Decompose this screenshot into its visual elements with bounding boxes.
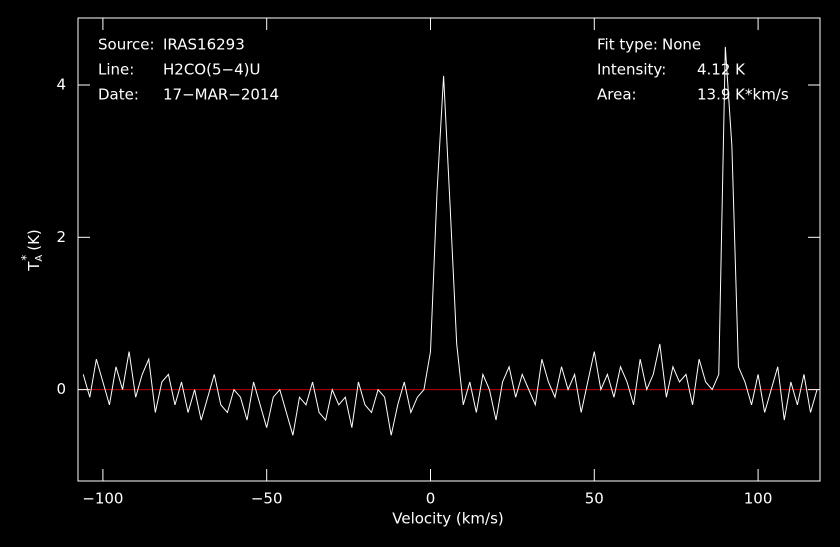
y-tick-label: 2 [56, 228, 66, 246]
info-value: None [662, 36, 701, 54]
info-label: Fit type: [597, 36, 658, 54]
x-tick-label: −100 [82, 490, 123, 508]
spectrum-line [82, 46, 818, 436]
info-label: Intensity: [597, 61, 666, 79]
info-value: H2CO(5−4)U [163, 61, 260, 79]
info-value: 17−MAR−2014 [163, 86, 279, 104]
x-tick-label: −50 [251, 490, 283, 508]
x-tick-label: 50 [585, 490, 604, 508]
y-label-sup: * [19, 255, 33, 261]
info-value: IRAS16293 [163, 36, 245, 54]
info-value: 4.12 K [697, 61, 746, 79]
y-label-sub: A [34, 255, 45, 262]
info-label: Area: [597, 86, 637, 104]
info-label: Date: [98, 86, 139, 104]
y-axis-label: TA* (K) [19, 229, 46, 272]
y-label-unit: (K) [25, 229, 43, 251]
y-tick-label: 4 [56, 76, 66, 94]
info-label: Source: [98, 36, 155, 54]
x-axis-label: Velocity (km/s) [392, 510, 503, 528]
info-value: 13.9 K*km/s [697, 86, 789, 104]
info-label: Line: [98, 61, 134, 79]
y-label-base: T [25, 261, 43, 272]
plot-frame [77, 17, 821, 482]
x-tick-label: 0 [426, 490, 436, 508]
y-tick-label: 0 [56, 380, 66, 398]
x-tick-label: 100 [744, 490, 773, 508]
